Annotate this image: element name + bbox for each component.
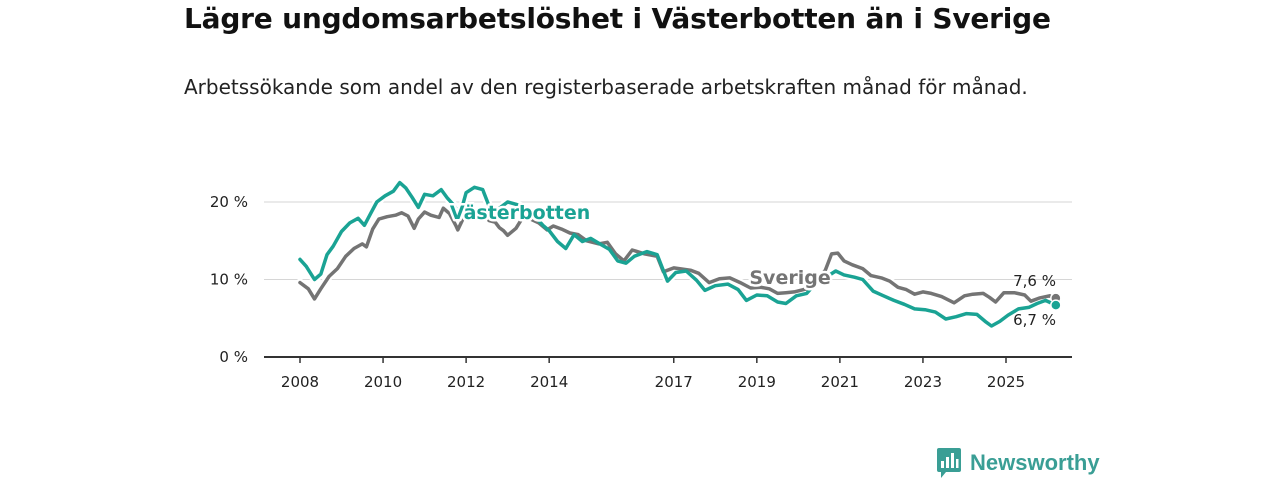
series-label-västerbotten: Västerbotten [450, 202, 590, 224]
x-tick-label: 2014 [530, 373, 568, 391]
end-value-label: 6,7 % [1013, 311, 1056, 329]
brand-name: Newsworthy [970, 450, 1100, 475]
end-value-label: 7,6 % [1013, 272, 1056, 290]
y-axis-ticks: 0 % 10 % 20 % [210, 193, 248, 366]
x-tick-label: 2012 [447, 373, 485, 391]
series-lines [296, 178, 1062, 330]
chart-subtitle: Arbetssökande som andel av den registerb… [184, 75, 1028, 99]
x-tick-label: 2019 [738, 373, 776, 391]
series-halo-västerbotten [296, 178, 1060, 330]
newsworthy-brand: Newsworthy [936, 448, 1100, 478]
x-tick-label: 2025 [987, 373, 1025, 391]
x-tick-label: 2021 [821, 373, 859, 391]
line-chart: 0 % 10 % 20 % 2008 2010 2012 2014 2017 2019 2021… [209, 178, 1072, 391]
series-label-halo: Sverige [749, 267, 830, 289]
series-halo-sverige [296, 204, 1060, 307]
bar-chart-speech-bubble-icon [937, 448, 961, 478]
chart-title: Lägre ungdomsarbetslöshet i Västerbotten… [184, 2, 1051, 35]
x-tick-label: 2008 [281, 373, 319, 391]
series-label-sverige: Sverige [749, 267, 830, 289]
y-tick-label: 10 % [210, 271, 248, 289]
x-tick-label: 2023 [904, 373, 942, 391]
series-end-point [1050, 299, 1062, 311]
series-labels: SverigeSverigeVästerbottenVästerbotten7,… [447, 200, 1056, 330]
x-tick-label: 2010 [364, 373, 402, 391]
x-tick-label: 2017 [655, 373, 693, 391]
series-line-västerbotten [298, 180, 1058, 328]
x-axis-ticks: 2008 2010 2012 2014 2017 2019 2021 2023 2025 [281, 357, 1025, 391]
y-tick-label: 20 % [210, 193, 248, 211]
y-tick-label: 0 % [219, 348, 248, 366]
series-label-halo: Västerbotten [450, 202, 590, 224]
